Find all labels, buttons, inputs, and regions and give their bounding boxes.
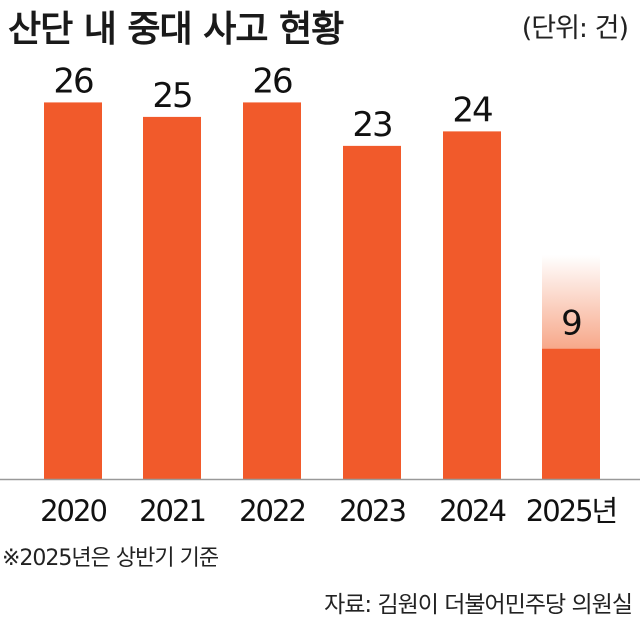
bar-2024 (443, 131, 501, 480)
chart-title: 산단 내 중대 사고 현황 (8, 9, 344, 50)
data-label-2020: 26 (53, 61, 93, 101)
bar-2022 (243, 102, 301, 479)
bar-2023 (343, 145, 401, 479)
data-label-2025년: 9 (561, 304, 581, 344)
x-tick-label-2021: 2021 (139, 494, 205, 528)
data-label-2021: 25 (152, 76, 191, 116)
data-label-2024: 24 (452, 90, 492, 130)
bar-fade-5 (542, 255, 600, 349)
x-tick-label-2020: 2020 (40, 494, 106, 528)
x-tick-label-2023: 2023 (339, 494, 405, 528)
unit-label: (단위: 건) (521, 13, 629, 44)
x-tick-label-2024: 2024 (439, 494, 505, 528)
data-label-2023: 23 (352, 105, 391, 145)
footnote: ※2025년은 상반기 기준 (2, 546, 219, 571)
bar-2021 (143, 116, 201, 479)
bar-2025년 (542, 348, 600, 479)
source-credit: 자료: 김원이 더불어민주당 의원실 (324, 592, 633, 618)
data-label-2022: 26 (252, 61, 292, 101)
bar-2020 (44, 102, 102, 479)
x-tick-label-2022: 2022 (239, 494, 305, 528)
x-tick-label-2025년: 2025년 (526, 494, 616, 528)
